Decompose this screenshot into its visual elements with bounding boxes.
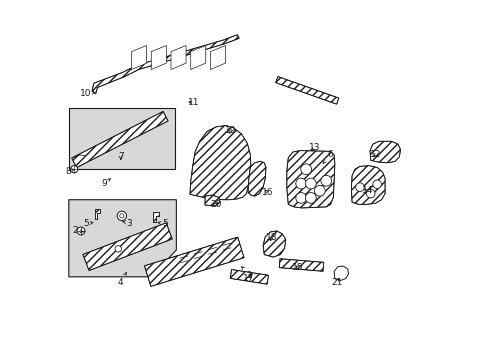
- Text: 21: 21: [331, 278, 342, 287]
- Circle shape: [372, 180, 381, 189]
- Circle shape: [305, 178, 316, 189]
- Text: 3: 3: [122, 219, 132, 228]
- Circle shape: [300, 164, 311, 175]
- Polygon shape: [131, 45, 146, 69]
- Polygon shape: [92, 35, 239, 94]
- Text: 5: 5: [158, 219, 167, 228]
- Text: 4: 4: [118, 273, 126, 287]
- Polygon shape: [69, 108, 174, 169]
- Circle shape: [314, 185, 325, 196]
- Polygon shape: [369, 141, 400, 163]
- Circle shape: [295, 193, 306, 203]
- Polygon shape: [247, 161, 265, 196]
- Text: 16: 16: [262, 188, 273, 197]
- Text: 15: 15: [291, 264, 303, 273]
- Circle shape: [366, 189, 374, 198]
- Circle shape: [320, 175, 331, 186]
- Circle shape: [355, 183, 364, 192]
- Text: 7: 7: [118, 152, 123, 161]
- Text: 20: 20: [210, 200, 222, 209]
- Circle shape: [305, 193, 316, 203]
- Circle shape: [70, 166, 78, 173]
- Text: 5: 5: [83, 219, 93, 228]
- Text: 11: 11: [187, 98, 199, 107]
- Polygon shape: [151, 45, 166, 69]
- Polygon shape: [275, 77, 338, 104]
- Polygon shape: [171, 45, 185, 69]
- Text: 18: 18: [265, 233, 277, 242]
- Text: 13: 13: [308, 143, 320, 152]
- Text: 14: 14: [361, 186, 372, 195]
- Polygon shape: [263, 231, 285, 257]
- Text: 1: 1: [241, 267, 252, 279]
- Circle shape: [77, 227, 85, 235]
- Polygon shape: [204, 195, 220, 206]
- Polygon shape: [144, 237, 244, 287]
- Polygon shape: [230, 270, 268, 284]
- Text: 17: 17: [243, 274, 254, 283]
- Text: 6: 6: [323, 150, 333, 163]
- Polygon shape: [94, 210, 100, 220]
- Text: 8: 8: [65, 167, 74, 176]
- Circle shape: [115, 246, 121, 252]
- Polygon shape: [190, 45, 205, 69]
- Polygon shape: [72, 111, 168, 167]
- Text: 19: 19: [224, 126, 236, 135]
- Circle shape: [295, 178, 306, 189]
- Polygon shape: [286, 150, 334, 208]
- Polygon shape: [83, 223, 172, 270]
- Polygon shape: [152, 212, 159, 222]
- Polygon shape: [351, 166, 384, 204]
- Circle shape: [117, 211, 126, 221]
- Polygon shape: [210, 45, 225, 69]
- Text: 2: 2: [72, 226, 83, 235]
- Polygon shape: [69, 200, 176, 277]
- Polygon shape: [190, 126, 250, 200]
- Text: 9: 9: [101, 179, 110, 188]
- Text: 12: 12: [369, 150, 380, 159]
- Text: 10: 10: [80, 89, 95, 98]
- Polygon shape: [333, 266, 348, 280]
- Polygon shape: [279, 259, 323, 271]
